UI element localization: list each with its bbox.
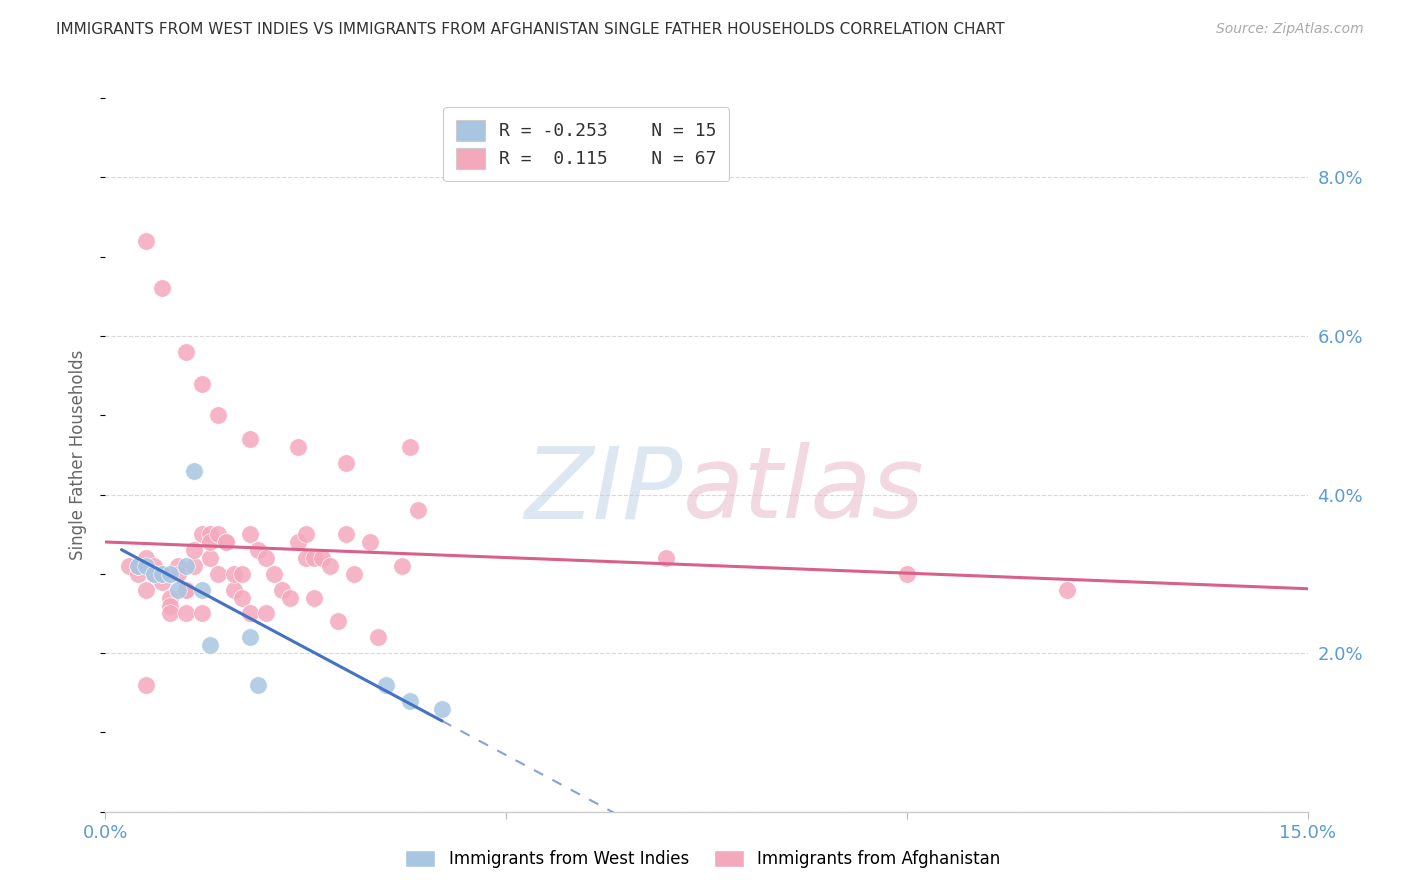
Point: [335, 527, 357, 541]
Legend: Immigrants from West Indies, Immigrants from Afghanistan: Immigrants from West Indies, Immigrants …: [399, 843, 1007, 875]
Point: [326, 615, 349, 629]
Point: [166, 582, 188, 597]
Point: [207, 409, 229, 423]
Point: [222, 582, 245, 597]
Point: [254, 551, 277, 566]
Point: [311, 551, 333, 566]
Point: [391, 558, 413, 573]
Point: [406, 503, 429, 517]
Point: [231, 566, 253, 581]
Point: [142, 566, 165, 581]
Point: [214, 535, 236, 549]
Point: [231, 591, 253, 605]
Point: [270, 582, 292, 597]
Point: [399, 440, 422, 454]
Point: [246, 678, 269, 692]
Point: [278, 591, 301, 605]
Point: [198, 535, 221, 549]
Point: [239, 432, 262, 446]
Point: [174, 582, 197, 597]
Point: [655, 551, 678, 566]
Point: [159, 591, 181, 605]
Point: [198, 527, 221, 541]
Point: [190, 376, 212, 391]
Point: [166, 558, 188, 573]
Point: [174, 344, 197, 359]
Point: [183, 558, 205, 573]
Point: [142, 566, 165, 581]
Point: [302, 551, 325, 566]
Text: Source: ZipAtlas.com: Source: ZipAtlas.com: [1216, 22, 1364, 37]
Point: [239, 630, 262, 644]
Point: [239, 607, 262, 621]
Point: [142, 558, 165, 573]
Point: [222, 566, 245, 581]
Point: [399, 694, 422, 708]
Point: [214, 535, 236, 549]
Point: [159, 599, 181, 613]
Y-axis label: Single Father Households: Single Father Households: [69, 350, 87, 560]
Point: [207, 527, 229, 541]
Point: [287, 440, 309, 454]
Point: [343, 566, 366, 581]
Point: [254, 607, 277, 621]
Point: [150, 566, 173, 581]
Point: [430, 701, 453, 715]
Legend: R = -0.253    N = 15, R =  0.115    N = 67: R = -0.253 N = 15, R = 0.115 N = 67: [443, 107, 730, 181]
Point: [127, 566, 149, 581]
Point: [183, 543, 205, 558]
Point: [239, 527, 262, 541]
Point: [166, 566, 188, 581]
Point: [150, 574, 173, 589]
Point: [190, 582, 212, 597]
Point: [118, 558, 141, 573]
Point: [295, 551, 318, 566]
Text: IMMIGRANTS FROM WEST INDIES VS IMMIGRANTS FROM AFGHANISTAN SINGLE FATHER HOUSEHO: IMMIGRANTS FROM WEST INDIES VS IMMIGRANT…: [56, 22, 1005, 37]
Point: [207, 566, 229, 581]
Point: [246, 543, 269, 558]
Point: [302, 591, 325, 605]
Point: [198, 638, 221, 652]
Point: [367, 630, 389, 644]
Point: [135, 234, 157, 248]
Point: [135, 678, 157, 692]
Point: [198, 551, 221, 566]
Point: [359, 535, 381, 549]
Point: [127, 558, 149, 573]
Point: [159, 566, 181, 581]
Text: ZIP: ZIP: [524, 442, 682, 539]
Point: [263, 566, 285, 581]
Point: [287, 535, 309, 549]
Point: [319, 558, 342, 573]
Point: [174, 558, 197, 573]
Point: [174, 582, 197, 597]
Point: [127, 558, 149, 573]
Point: [150, 566, 173, 581]
Point: [174, 607, 197, 621]
Text: atlas: atlas: [682, 442, 924, 539]
Point: [374, 678, 398, 692]
Point: [190, 527, 212, 541]
Point: [1056, 582, 1078, 597]
Point: [135, 551, 157, 566]
Point: [183, 464, 205, 478]
Point: [335, 456, 357, 470]
Point: [295, 527, 318, 541]
Point: [159, 607, 181, 621]
Point: [150, 281, 173, 295]
Point: [190, 607, 212, 621]
Point: [896, 566, 918, 581]
Point: [135, 558, 157, 573]
Point: [135, 582, 157, 597]
